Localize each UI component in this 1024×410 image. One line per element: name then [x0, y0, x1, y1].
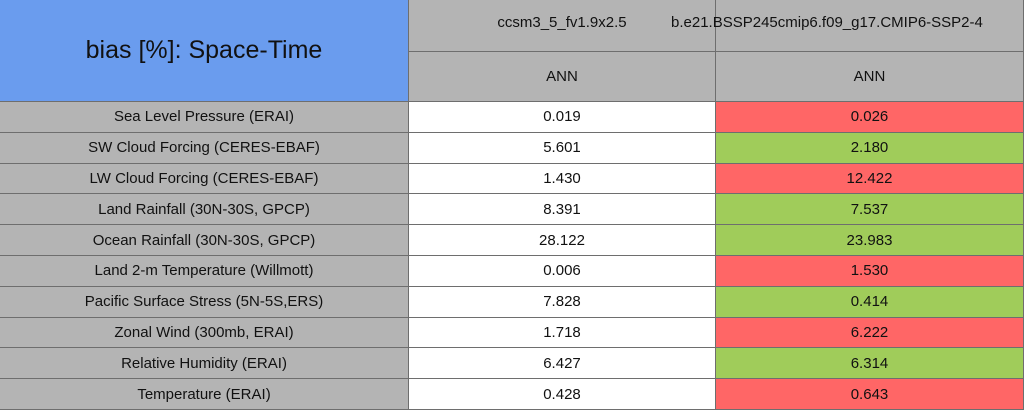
- row-label: Relative Humidity (ERAI): [0, 348, 409, 380]
- row-label: Land 2-m Temperature (Willmott): [0, 256, 409, 287]
- row-label: Ocean Rainfall (30N-30S, GPCP): [0, 225, 409, 256]
- value-cell: 0.006: [409, 256, 716, 287]
- value-cell: 6.314: [716, 348, 1024, 380]
- value-cell: 1.718: [409, 317, 716, 349]
- title-cell: bias [%]: Space-Time: [0, 0, 409, 102]
- column-header-cell: [716, 0, 1024, 52]
- row-label: Zonal Wind (300mb, ERAI): [0, 317, 409, 349]
- value-cell: 2.180: [716, 132, 1024, 164]
- column-header: b.e21.BSSP245cmip6.f09_g17.CMIP6-SSP2-4: [671, 14, 983, 31]
- subheader: ANN: [716, 52, 1024, 102]
- value-cell: 28.122: [409, 225, 716, 256]
- value-cell: 0.414: [716, 286, 1024, 318]
- value-cell: 1.430: [409, 163, 716, 195]
- row-label: Pacific Surface Stress (5N-5S,ERS): [0, 286, 409, 318]
- row-label: Land Rainfall (30N-30S, GPCP): [0, 194, 409, 226]
- value-cell: 7.537: [716, 194, 1024, 226]
- value-cell: 0.026: [716, 102, 1024, 133]
- column-header: ccsm3_5_fv1.9x2.5: [409, 0, 716, 52]
- row-label: Sea Level Pressure (ERAI): [0, 102, 409, 133]
- value-cell: 6.222: [716, 317, 1024, 349]
- value-cell: 0.643: [716, 379, 1024, 410]
- row-label: LW Cloud Forcing (CERES-EBAF): [0, 163, 409, 195]
- value-cell: 8.391: [409, 194, 716, 226]
- value-cell: 0.428: [409, 379, 716, 410]
- value-cell: 7.828: [409, 286, 716, 318]
- row-label: Temperature (ERAI): [0, 379, 409, 410]
- value-cell: 12.422: [716, 163, 1024, 195]
- subheader: ANN: [409, 52, 716, 102]
- row-label: SW Cloud Forcing (CERES-EBAF): [0, 132, 409, 164]
- value-cell: 6.427: [409, 348, 716, 380]
- value-cell: 1.530: [716, 256, 1024, 287]
- value-cell: 5.601: [409, 132, 716, 164]
- value-cell: 23.983: [716, 225, 1024, 256]
- value-cell: 0.019: [409, 102, 716, 133]
